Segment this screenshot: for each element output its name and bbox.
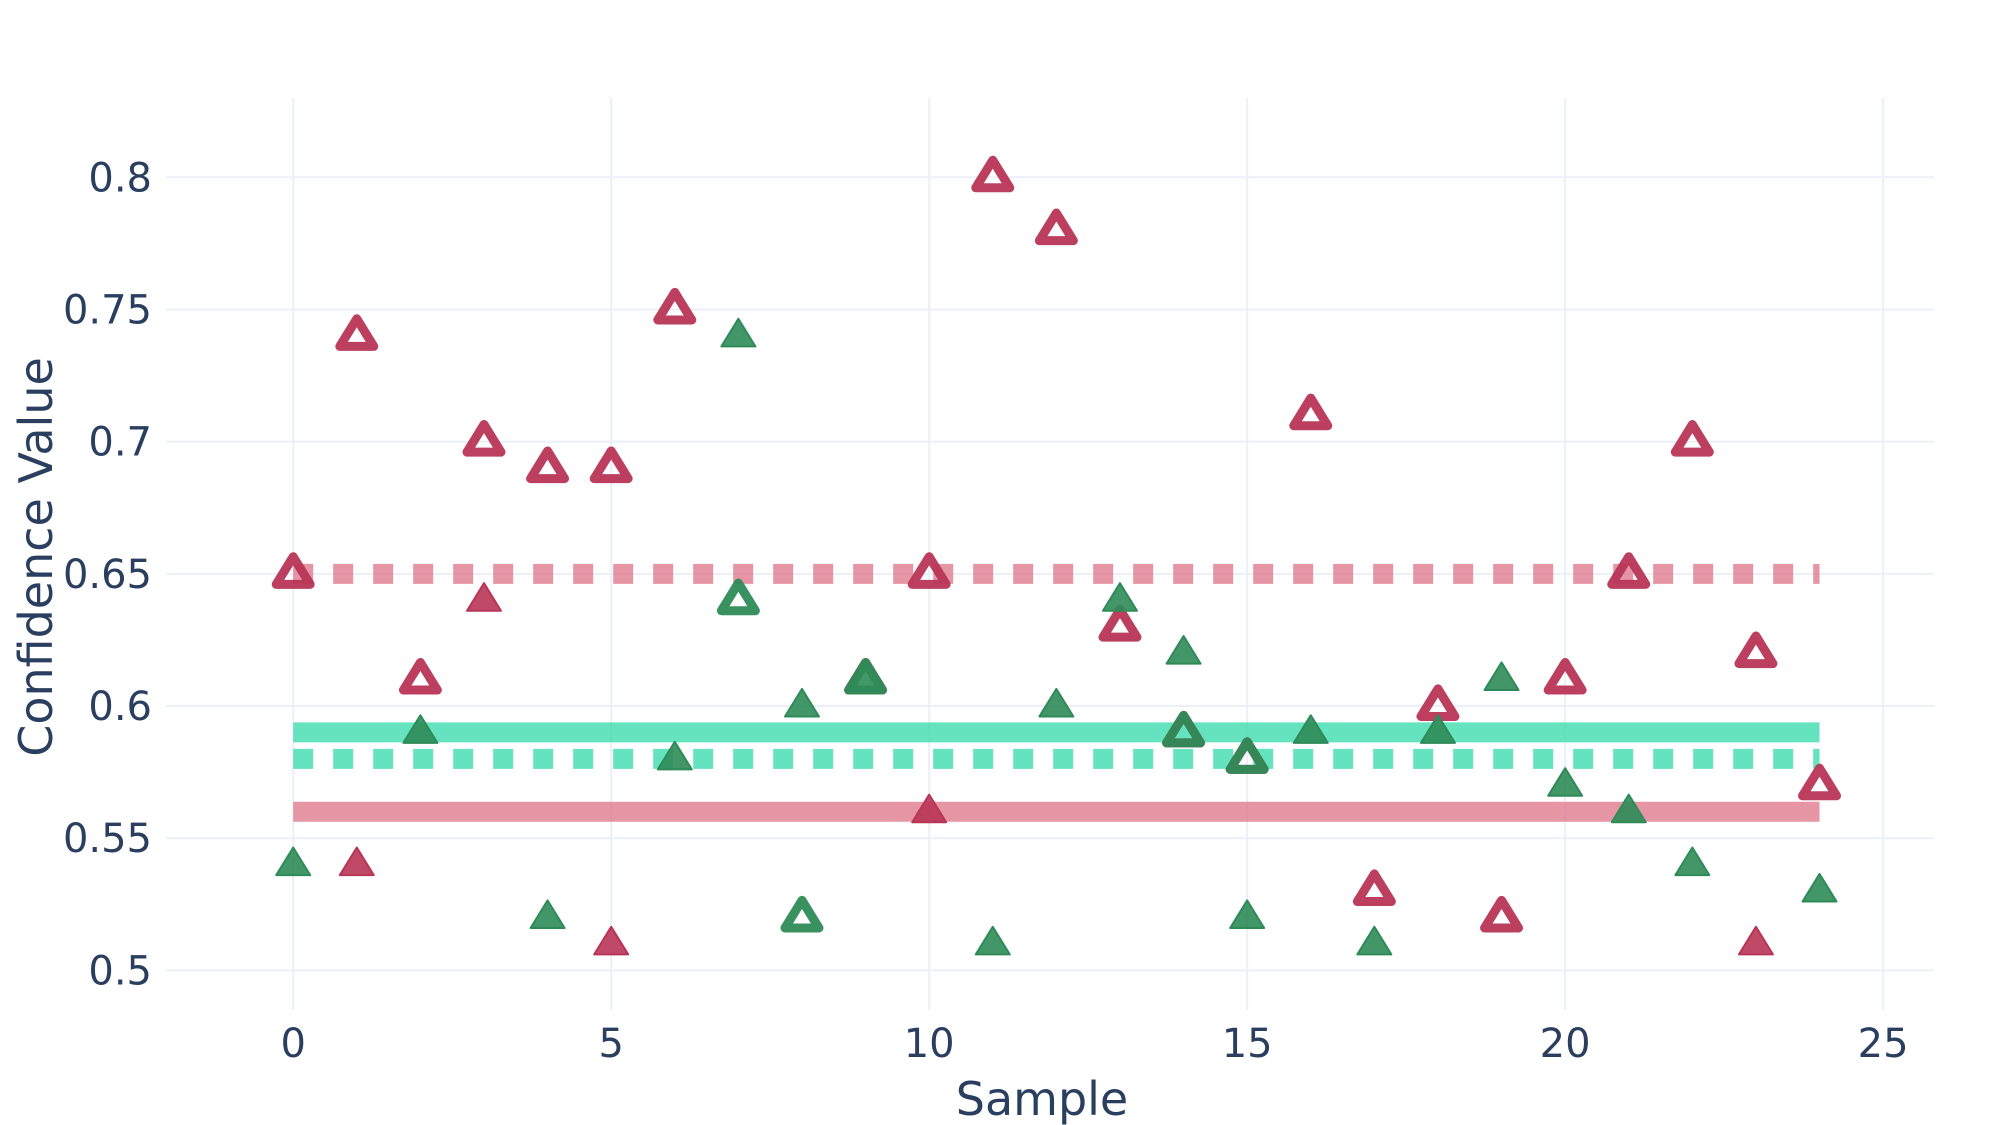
- open-triangle-point: [1480, 895, 1524, 933]
- filled-triangle-point: [1229, 899, 1266, 929]
- open-triangle-point: [716, 578, 760, 616]
- open-triangle-point: [1289, 393, 1333, 431]
- filled-triangle-point: [1547, 767, 1584, 797]
- open-triangle-point: [1225, 737, 1269, 774]
- y-tick-label: 0.5: [88, 948, 152, 994]
- y-tick-label: 0.55: [63, 816, 152, 862]
- filled-triangle-point: [1292, 714, 1329, 744]
- reference-lines: [293, 563, 1820, 822]
- open-triangle-point: [844, 657, 888, 695]
- x-axis-title: Sample: [956, 1072, 1128, 1125]
- open-triangle-point: [1352, 869, 1396, 907]
- x-tick-label: 20: [1540, 1021, 1591, 1067]
- y-axis-title: Confidence Value: [9, 357, 63, 757]
- filled-triangle-point: [338, 846, 375, 877]
- filled-triangle-point: [1737, 925, 1774, 956]
- open-triangle-point: [1034, 208, 1078, 246]
- open-triangle-point: [335, 314, 379, 351]
- y-tick-label: 0.8: [88, 155, 152, 201]
- x-tick-label: 25: [1858, 1021, 1909, 1067]
- open-triangle-point: [1098, 605, 1142, 642]
- filled-triangle-point: [1674, 846, 1711, 877]
- open-triangle-point: [1670, 420, 1714, 457]
- open-triangle-point: [1543, 657, 1587, 695]
- filled-triangle-point: [1610, 793, 1647, 824]
- open-triangle-point: [971, 155, 1015, 193]
- filled-triangle-point: [465, 582, 502, 612]
- x-axis-ticks: 0 5 10 15 20 25: [280, 1021, 1908, 1067]
- filled-triangle-point: [402, 714, 439, 744]
- open-triangle-point: [1162, 710, 1206, 748]
- open-triangle-point: [589, 446, 633, 484]
- x-tick-label: 15: [1222, 1021, 1273, 1067]
- open-triangle-point: [462, 420, 506, 457]
- filled-triangle-point: [656, 740, 693, 771]
- y-tick-label: 0.7: [88, 420, 152, 466]
- filled-triangle-point: [783, 687, 820, 718]
- open-triangle-point: [526, 446, 570, 484]
- open-triangle-point: [1416, 684, 1460, 721]
- filled-triangle-point: [1165, 635, 1202, 665]
- y-axis-ticks: 0.5 0.55 0.6 0.65 0.7 0.75 0.8: [63, 155, 152, 994]
- filled-triangle-point: [275, 846, 312, 877]
- open-triangle-point: [1734, 631, 1778, 669]
- x-tick-label: 10: [904, 1021, 955, 1067]
- filled-triangle-point: [911, 793, 948, 824]
- filled-triangle-point: [1801, 872, 1838, 903]
- filled-triangle-point: [1483, 661, 1520, 692]
- y-tick-label: 0.6: [88, 684, 152, 730]
- data-points: [271, 155, 1842, 956]
- filled-triangle-point: [1419, 714, 1456, 744]
- open-triangle-point: [1607, 552, 1651, 589]
- x-tick-label: 5: [598, 1021, 623, 1067]
- filled-triangle-point: [1356, 925, 1393, 956]
- open-triangle-point: [1798, 763, 1842, 801]
- filled-triangle-point: [1038, 687, 1075, 718]
- open-triangle-point: [907, 552, 951, 589]
- filled-triangle-point: [720, 317, 757, 348]
- filled-triangle-point: [529, 899, 566, 929]
- filled-triangle-point: [974, 925, 1011, 956]
- y-tick-label: 0.75: [63, 287, 152, 333]
- filled-triangle-point: [593, 925, 630, 956]
- open-triangle-point: [780, 895, 824, 933]
- filled-triangle-point: [1101, 582, 1138, 612]
- open-triangle-point: [271, 552, 315, 589]
- x-tick-label: 0: [280, 1021, 305, 1067]
- y-tick-label: 0.65: [63, 552, 152, 598]
- open-triangle-point: [653, 287, 697, 325]
- open-triangle-point: [398, 657, 442, 695]
